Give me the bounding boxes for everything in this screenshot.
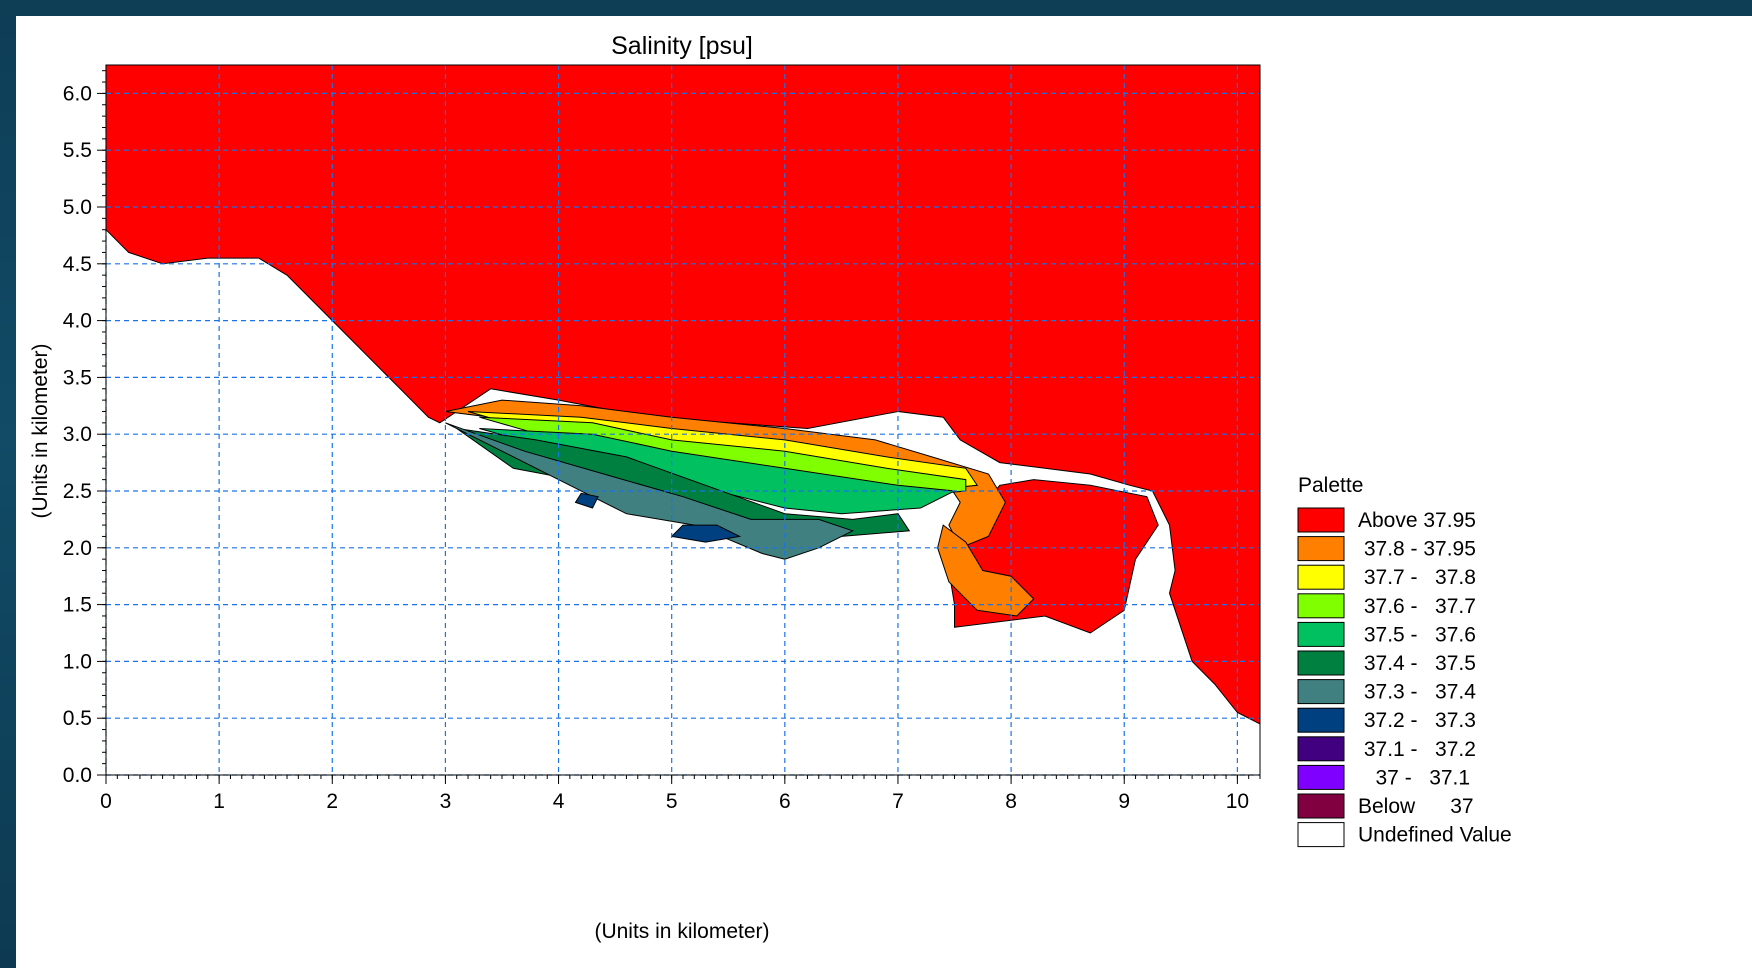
region-9 (670, 524, 742, 543)
y-tick-label-10: 5.0 (63, 196, 92, 219)
legend-label-8: 37.1 - 37.2 (1358, 738, 1476, 761)
legend-label-2: 37.7 - 37.8 (1358, 566, 1476, 589)
y-tick-label-2: 1.0 (63, 650, 92, 673)
y-axis-label: (Units in kilometer) (29, 343, 52, 518)
legend-title: Palette (1298, 474, 1363, 497)
legend-swatch-4 (1297, 621, 1345, 647)
y-tick-label-6: 3.0 (63, 423, 92, 446)
legend-swatch-11 (1297, 822, 1345, 848)
legend-label-3: 37.6 - 37.7 (1358, 595, 1476, 618)
legend-label-5: 37.4 - 37.5 (1358, 652, 1476, 675)
y-tick-label-8: 4.0 (63, 310, 92, 333)
x-tick-label-1: 1 (213, 790, 225, 813)
legend: Palette Above 37.95 37.8 - 37.95 37.7 - … (1297, 474, 1512, 848)
y-tick-label-9: 4.5 (63, 253, 92, 276)
legend-label-11: Undefined Value (1358, 824, 1512, 847)
legend-swatch-9 (1297, 764, 1345, 790)
legend-swatch-6 (1297, 679, 1345, 705)
legend-swatch-8 (1297, 736, 1345, 762)
legend-label-6: 37.3 - 37.4 (1358, 681, 1476, 704)
legend-label-4: 37.5 - 37.6 (1358, 623, 1476, 646)
x-tick-label-4: 4 (553, 790, 565, 813)
x-axis-label: (Units in kilometer) (594, 920, 769, 943)
x-tick-label-7: 7 (892, 790, 904, 813)
x-tick-label-9: 9 (1118, 790, 1130, 813)
y-tick-label-12: 6.0 (63, 82, 92, 105)
y-tick-label-0: 0.0 (63, 764, 92, 787)
legend-label-7: 37.2 - 37.3 (1358, 709, 1476, 732)
legend-swatch-2 (1297, 564, 1345, 590)
x-tick-label-8: 8 (1005, 790, 1017, 813)
legend-label-0: Above 37.95 (1358, 509, 1476, 532)
y-tick-label-5: 2.5 (63, 480, 92, 503)
x-tick-label-5: 5 (666, 790, 678, 813)
legend-label-1: 37.8 - 37.95 (1358, 538, 1476, 561)
y-tick-label-11: 5.5 (63, 139, 92, 162)
legend-label-10: Below 37 (1358, 795, 1474, 818)
legend-label-9: 37 - 37.1 (1358, 766, 1470, 789)
chart-panel: 0 1 2 3 4 5 6 7 8 9 10 0.0 0.5 1.0 1.5 2.0 2.5 3.0 3.5 4.0 4… (16, 16, 1752, 968)
x-tick-label-0: 0 (100, 790, 112, 813)
axes: 0 1 2 3 4 5 6 7 8 9 10 0.0 0.5 1.0 1.5 2.0 2.5 3.0 3.5 4.0 4… (63, 70, 1261, 813)
chart-title: Salinity [psu] (611, 32, 753, 60)
legend-swatch-10 (1297, 793, 1345, 819)
y-tick-label-4: 2.0 (63, 537, 92, 560)
legend-swatch-3 (1297, 593, 1345, 619)
salinity-field (105, 64, 1261, 725)
y-tick-label-3: 1.5 (63, 594, 92, 617)
y-tick-label-7: 3.5 (63, 366, 92, 389)
x-tick-label-2: 2 (326, 790, 338, 813)
x-tick-label-10: 10 (1226, 790, 1249, 813)
legend-swatch-0 (1297, 507, 1345, 533)
x-tick-label-3: 3 (440, 790, 452, 813)
legend-swatch-7 (1297, 707, 1345, 733)
x-tick-label-6: 6 (779, 790, 791, 813)
region-10 (574, 492, 599, 509)
salinity-chart: 0 1 2 3 4 5 6 7 8 9 10 0.0 0.5 1.0 1.5 2.0 2.5 3.0 3.5 4.0 4… (29, 32, 1512, 943)
y-tick-label-1: 0.5 (63, 707, 92, 730)
legend-swatch-1 (1297, 536, 1345, 562)
legend-swatch-5 (1297, 650, 1345, 676)
